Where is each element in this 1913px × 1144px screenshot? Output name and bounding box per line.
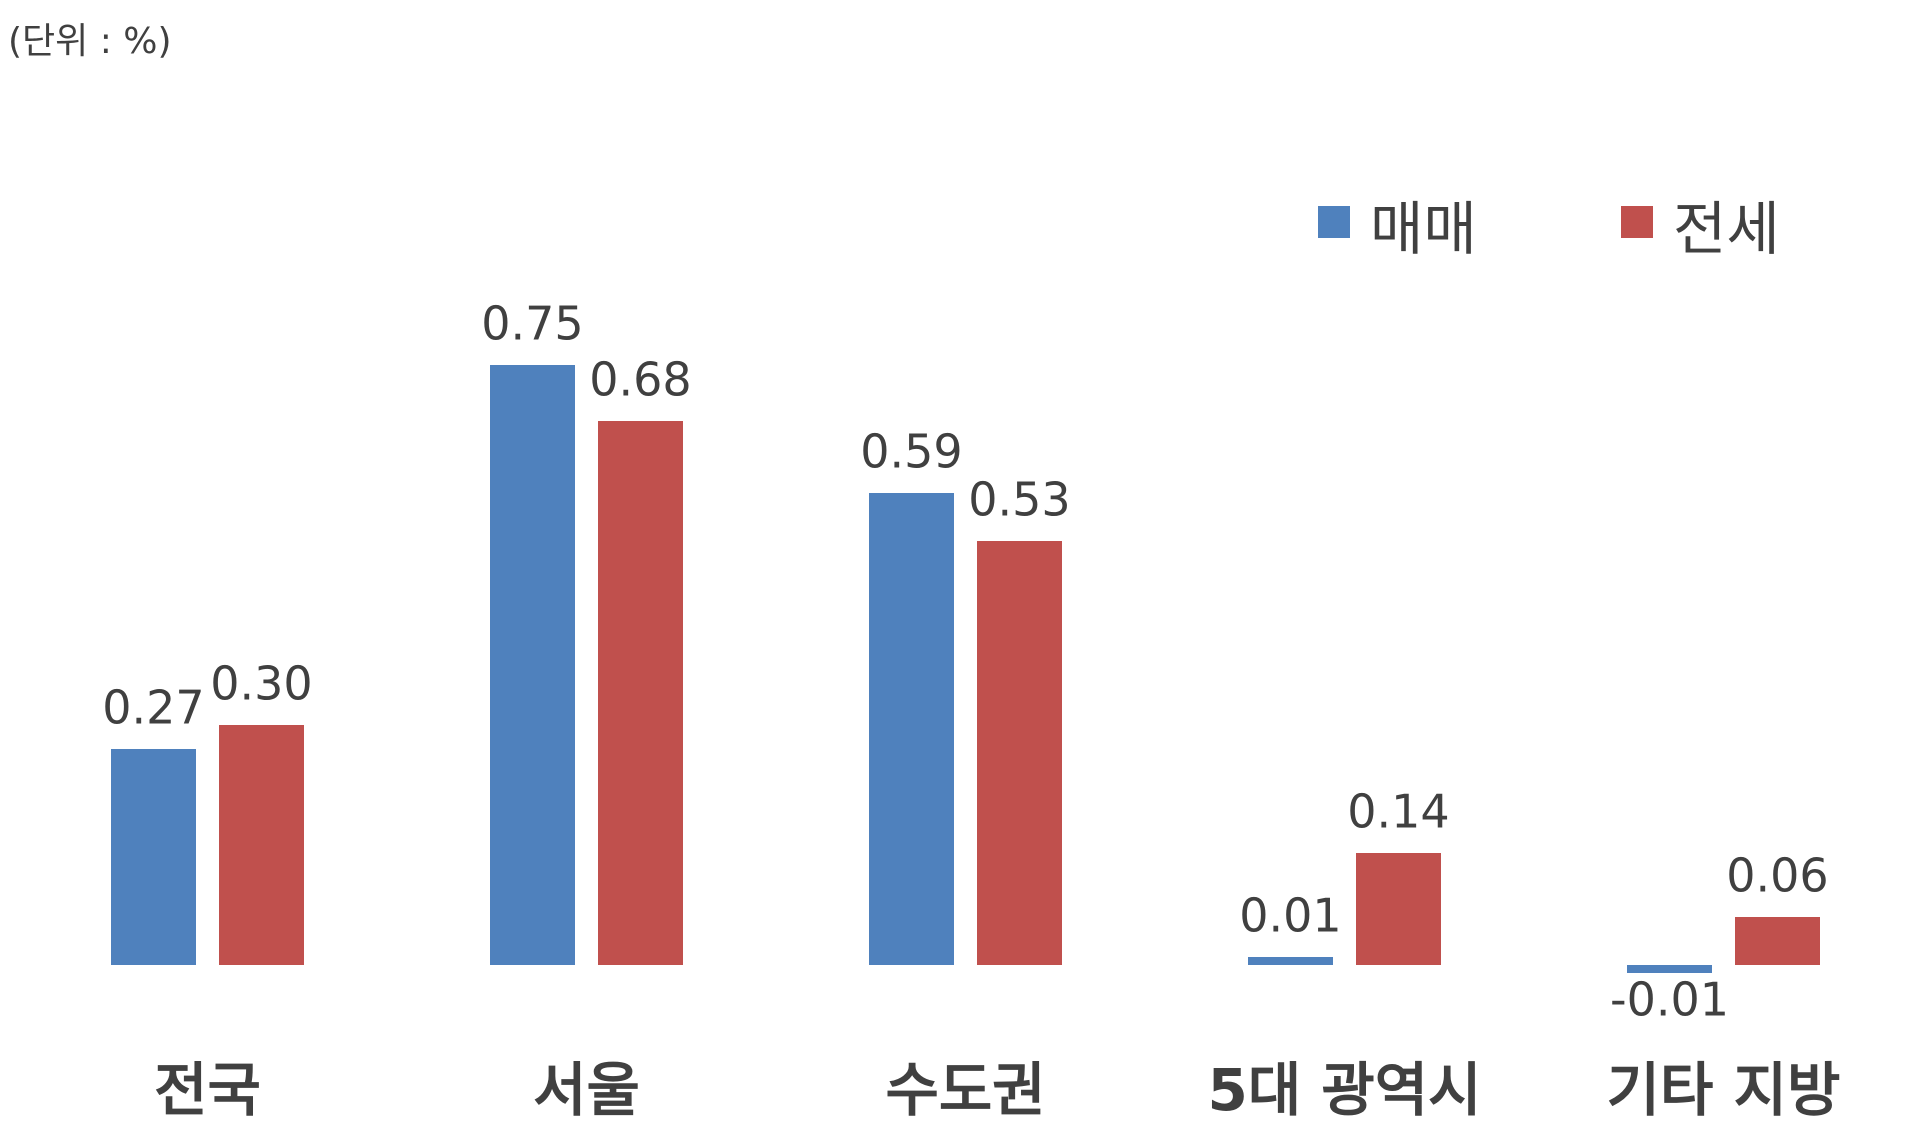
value-label: 0.06	[1726, 849, 1828, 903]
value-label: 0.75	[481, 297, 583, 351]
legend-swatch	[1318, 206, 1350, 238]
legend-swatch	[1621, 206, 1653, 238]
value-label: 0.68	[589, 353, 691, 407]
bar	[598, 421, 683, 965]
bar	[1735, 917, 1820, 965]
x-tick-label: 수도권	[885, 1056, 1045, 1124]
value-label: 0.01	[1239, 889, 1341, 943]
value-label: -0.01	[1610, 973, 1729, 1027]
x-tick-label: 서울	[533, 1056, 640, 1124]
legend-label: 매매	[1370, 195, 1477, 263]
bar	[490, 365, 575, 965]
bar	[977, 541, 1062, 965]
bar	[869, 493, 954, 965]
bar	[219, 725, 304, 965]
bar	[1356, 853, 1441, 965]
bar	[111, 749, 196, 965]
value-label: 0.53	[968, 473, 1070, 527]
bar	[1627, 965, 1712, 973]
value-label: 0.27	[102, 681, 204, 735]
unit-note: (단위 : %)	[8, 21, 172, 62]
value-label: 0.30	[210, 657, 312, 711]
legend-label: 전세	[1673, 195, 1780, 263]
x-tick-label: 5대 광역시	[1208, 1056, 1482, 1124]
bar	[1248, 957, 1333, 965]
x-tick-label: 기타 지방	[1607, 1056, 1841, 1124]
x-tick-label: 전국	[154, 1056, 261, 1124]
value-label: 0.14	[1347, 785, 1449, 839]
value-label: 0.59	[860, 425, 962, 479]
